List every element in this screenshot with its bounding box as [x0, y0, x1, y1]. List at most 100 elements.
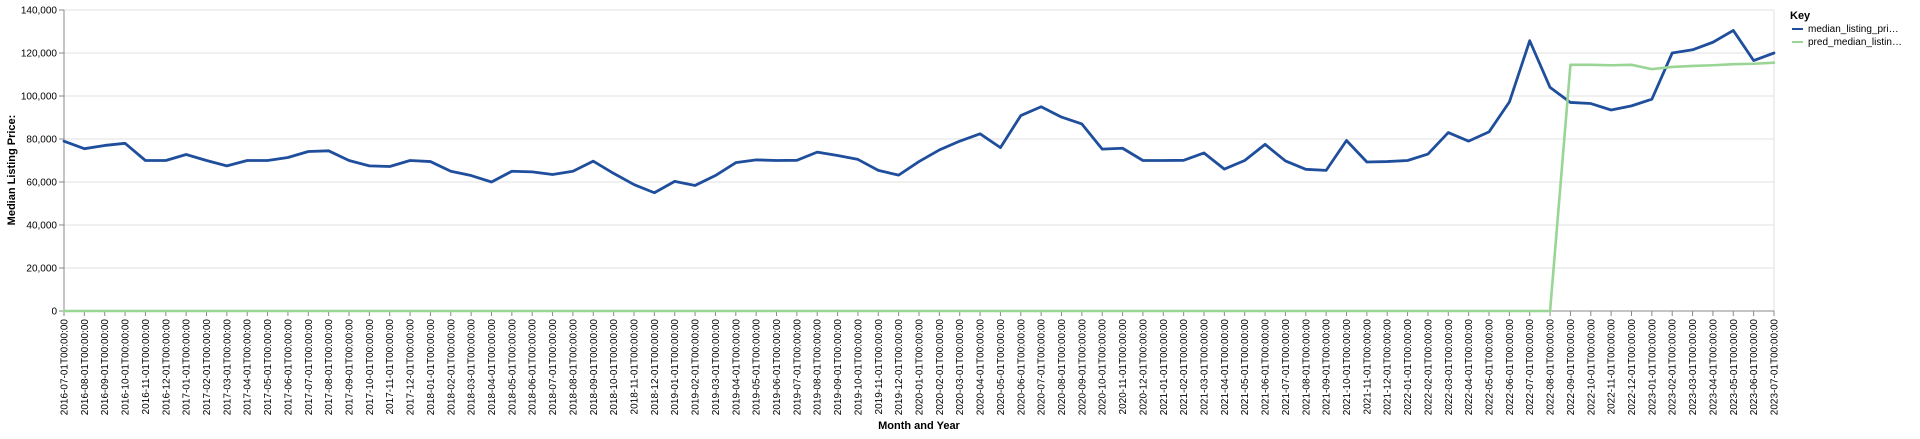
data-point [1568, 100, 1572, 104]
data-point [1548, 85, 1552, 89]
x-tick-label: 2020-11-01T00:00:00 [1118, 319, 1129, 415]
data-point [551, 172, 555, 176]
data-point [652, 191, 656, 195]
x-tick-label: 2023-04-01T00:00:00 [1708, 319, 1719, 416]
data-point [510, 169, 514, 173]
data-point [1528, 309, 1532, 313]
data-point [428, 160, 432, 164]
data-point [693, 309, 697, 313]
x-tick-label: 2022-10-01T00:00:00 [1586, 319, 1597, 416]
data-point [876, 168, 880, 172]
data-point [82, 309, 86, 313]
data-point [1161, 309, 1165, 313]
data-point [937, 309, 941, 313]
data-point [143, 159, 147, 163]
data-point [103, 309, 107, 313]
data-point [449, 309, 453, 313]
x-tick-label: 2016-07-01T00:00:00 [60, 319, 71, 416]
data-point [591, 159, 595, 163]
x-tick-label: 2021-03-01T00:00:00 [1200, 319, 1211, 416]
x-tick-label: 2022-07-01T00:00:00 [1525, 319, 1536, 416]
series-2-points [62, 61, 1776, 313]
x-tick-label: 2016-08-01T00:00:00 [80, 319, 91, 416]
data-point [327, 149, 331, 153]
x-tick-label: 2022-11-01T00:00:00 [1607, 319, 1618, 415]
data-point [1406, 309, 1410, 313]
x-tick-label: 2023-02-01T00:00:00 [1668, 319, 1679, 416]
data-point [408, 159, 412, 163]
data-point [551, 309, 555, 313]
x-tick-label: 2018-05-01T00:00:00 [507, 319, 518, 416]
data-point [1609, 63, 1613, 67]
data-point [1630, 104, 1634, 108]
x-tick-label: 2019-05-01T00:00:00 [752, 319, 763, 416]
x-tick-label: 2018-01-01T00:00:00 [426, 319, 437, 416]
data-point [1039, 309, 1043, 313]
data-point [1711, 40, 1715, 44]
data-point [469, 174, 473, 178]
x-tick-label: 2022-08-01T00:00:00 [1546, 319, 1557, 416]
y-tick-label: 140,000 [21, 6, 58, 17]
x-tick-label: 2021-04-01T00:00:00 [1220, 319, 1231, 416]
data-point [1507, 100, 1511, 104]
gridlines [64, 9, 1775, 312]
x-tick-label: 2017-05-01T00:00:00 [263, 319, 274, 416]
y-tick-label: 120,000 [21, 49, 58, 60]
data-point [1121, 309, 1125, 313]
data-point [958, 139, 962, 143]
x-tick-label: 2021-09-01T00:00:00 [1322, 319, 1333, 416]
x-tick-label: 2023-05-01T00:00:00 [1729, 319, 1740, 416]
x-tick-label: 2018-07-01T00:00:00 [548, 319, 559, 416]
x-tick-label: 2019-12-01T00:00:00 [894, 319, 905, 416]
data-point [571, 169, 575, 173]
data-point [917, 160, 921, 164]
data-point [1283, 309, 1287, 313]
x-tick-label: 2017-04-01T00:00:00 [243, 319, 254, 416]
x-tick-label: 2021-10-01T00:00:00 [1342, 319, 1353, 416]
x-tick-label: 2018-02-01T00:00:00 [446, 319, 457, 416]
data-point [184, 152, 188, 156]
series-lines [62, 29, 1776, 313]
data-point [1202, 151, 1206, 155]
x-tick-label: 2020-09-01T00:00:00 [1077, 319, 1088, 416]
x-tick-label: 2023-01-01T00:00:00 [1647, 319, 1658, 416]
data-point [795, 309, 799, 313]
data-point [937, 148, 941, 152]
x-tick-label: 2021-01-01T00:00:00 [1159, 319, 1170, 416]
x-tick-label: 2023-03-01T00:00:00 [1688, 319, 1699, 416]
legend-title: Key [1790, 10, 1811, 22]
data-point [266, 159, 270, 163]
data-point [1772, 61, 1776, 65]
data-point [795, 158, 799, 162]
legend: Key median_listing_pri… pred_median_listi… [1790, 10, 1902, 48]
x-tick-label: 2016-12-01T00:00:00 [161, 319, 172, 416]
data-point [1222, 167, 1226, 171]
x-tick-label: 2017-01-01T00:00:00 [182, 319, 193, 416]
data-point [1019, 114, 1023, 118]
data-point [652, 309, 656, 313]
y-axis-title: Median Listing Price: [6, 115, 18, 226]
data-point [856, 157, 860, 161]
y-tick-label: 20,000 [26, 264, 57, 275]
data-point [428, 309, 432, 313]
data-point [490, 309, 494, 313]
data-point [245, 309, 249, 313]
legend-label: median_listing_pri… [1808, 24, 1899, 35]
data-point [184, 309, 188, 313]
data-point [1080, 309, 1084, 313]
data-point [1243, 309, 1247, 313]
data-point [1345, 139, 1349, 143]
data-point [286, 309, 290, 313]
data-point [754, 309, 758, 313]
x-tick-label: 2020-08-01T00:00:00 [1057, 319, 1068, 416]
data-point [632, 183, 636, 187]
data-point [1365, 160, 1369, 164]
data-point [388, 309, 392, 313]
y-tick-label: 40,000 [26, 221, 57, 232]
data-point [673, 179, 677, 183]
data-point [306, 149, 310, 153]
x-tick-label: 2020-05-01T00:00:00 [996, 319, 1007, 416]
x-tick-label: 2020-10-01T00:00:00 [1098, 319, 1109, 416]
x-tick-label: 2018-09-01T00:00:00 [589, 319, 600, 416]
x-tick-label: 2022-12-01T00:00:00 [1627, 319, 1638, 416]
